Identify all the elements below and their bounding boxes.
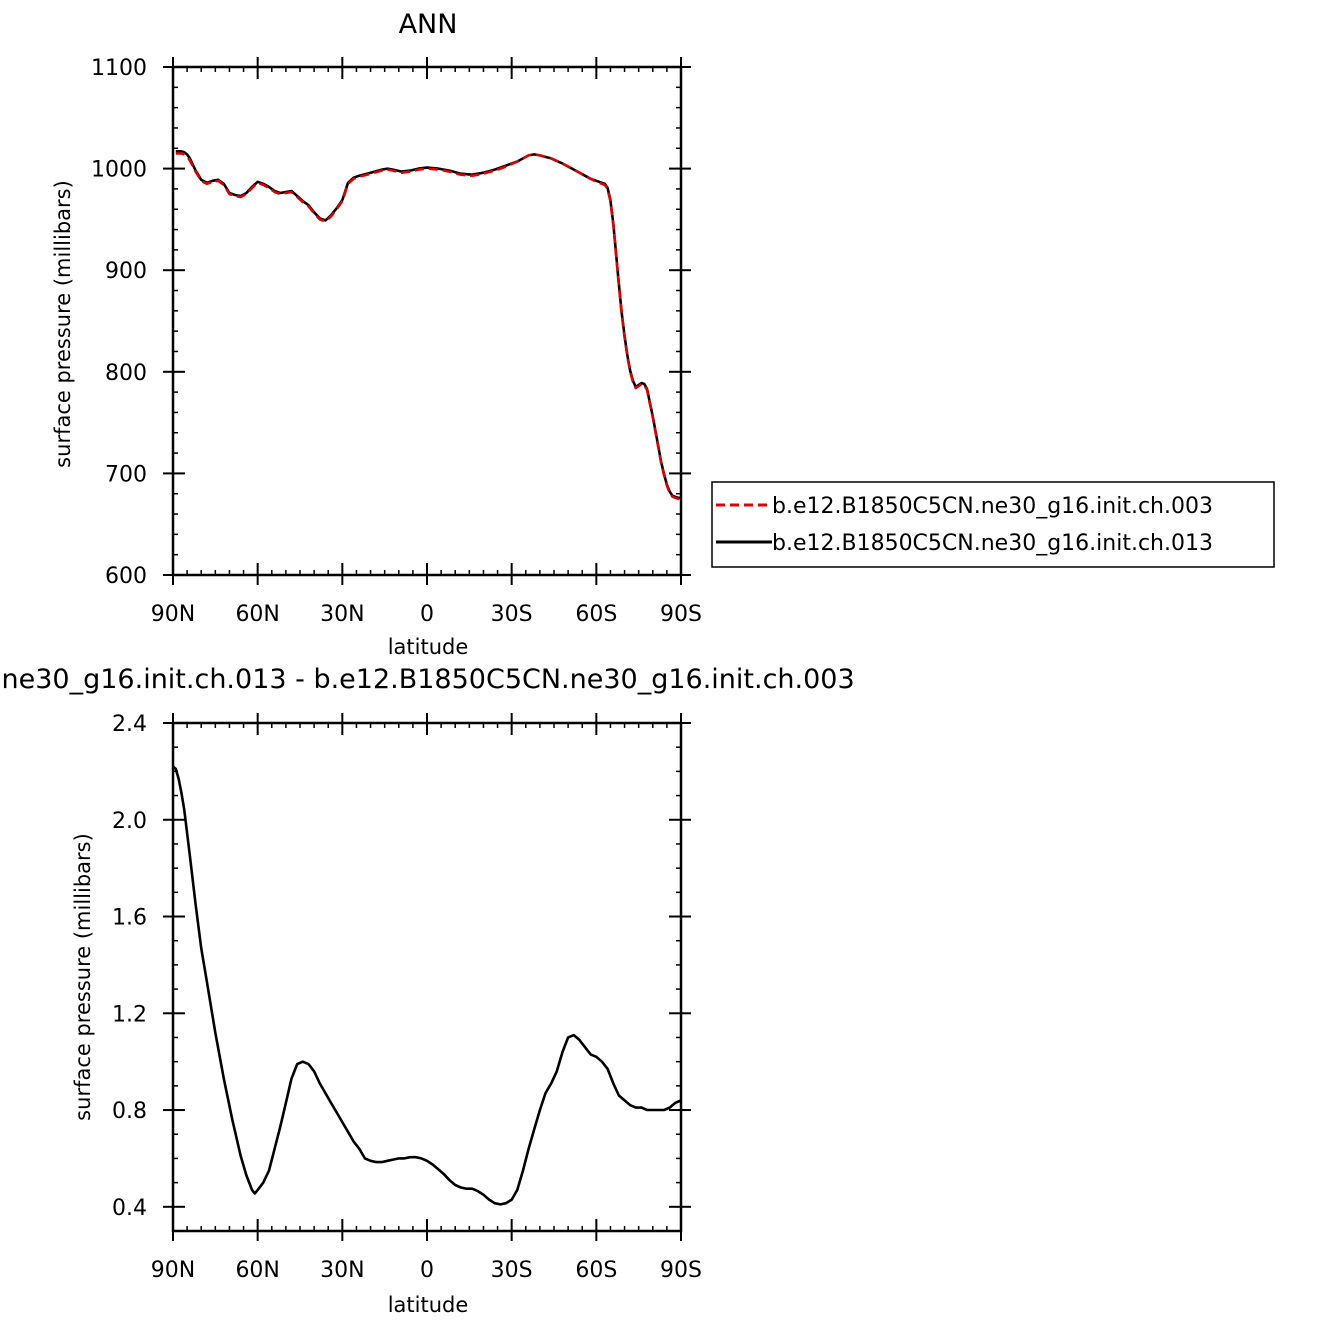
x-tick-label: 30N (320, 602, 364, 627)
series-line-0 (173, 765, 681, 1206)
x-tick-label: 0 (420, 1258, 434, 1283)
x-tick-label: 90N (151, 602, 195, 627)
series-line-1 (175, 150, 681, 500)
y-tick-label: 1000 (91, 158, 147, 183)
plot-frame (171, 65, 683, 577)
legend: b.e12.B1850C5CN.ne30_g16.init.ch.003 b.e… (711, 481, 1275, 568)
panel-1-y-axis-label: surface pressure (millibars) (51, 180, 75, 468)
panel-2-plot-area: 90N 60N 30N 0 30S 60S 90S 0.4 0.8 1.2 1.6 2.0 2.4 (112, 712, 702, 1283)
y-tick-label: 600 (105, 564, 147, 589)
y-tick-label: 1.6 (112, 906, 147, 931)
panel-2-title: b.e12.B1850C5CN.ne30_g16.init.ch.013 - b… (0, 664, 855, 695)
panel-difference: b.e12.B1850C5CN.ne30_g16.init.ch.013 - b… (0, 664, 855, 1317)
y-tick-label: 2.0 (112, 809, 147, 834)
panel-1-title: ANN (399, 9, 458, 40)
panel-annual-surface-pressure: ANN 90N 60N 30N 0 30S 60S 90S 600 700 800 900 1000 1… (51, 9, 1275, 659)
x-tick-label: 0 (420, 602, 434, 627)
panel-1-plot-area: 90N 60N 30N 0 30S 60S 90S 600 700 800 900 1000 1100 (91, 56, 702, 627)
panel-2-x-axis-label: latitude (388, 1293, 469, 1317)
x-tick-label: 60N (235, 602, 279, 627)
y-tick-label: 900 (105, 259, 147, 284)
x-tick-label: 60N (235, 1258, 279, 1283)
panel-2-y-axis-label: surface pressure (millibars) (71, 833, 95, 1121)
legend-entry-003: b.e12.B1850C5CN.ne30_g16.init.ch.003 (772, 494, 1213, 519)
y-tick-label: 0.4 (112, 1196, 147, 1221)
y-tick-label: 2.4 (112, 712, 147, 737)
plot-frame (171, 721, 683, 1233)
panel-1-x-axis-label: latitude (388, 635, 469, 659)
x-tick-label: 60S (575, 1258, 617, 1283)
y-tick-label: 1100 (91, 56, 147, 81)
legend-entry-013: b.e12.B1850C5CN.ne30_g16.init.ch.013 (772, 531, 1213, 556)
x-tick-label: 30S (491, 602, 533, 627)
y-tick-label: 700 (105, 462, 147, 487)
x-tick-label: 30S (491, 1258, 533, 1283)
y-tick-label: 1.2 (112, 1002, 147, 1027)
x-tick-label: 90S (660, 602, 702, 627)
legend-box (711, 481, 1275, 568)
x-tick-label: 30N (320, 1258, 364, 1283)
y-tick-label: 800 (105, 361, 147, 386)
series-line-0 (175, 152, 681, 501)
x-tick-label: 60S (575, 602, 617, 627)
y-tick-label: 0.8 (112, 1099, 147, 1124)
x-tick-label: 90S (660, 1258, 702, 1283)
x-tick-label: 90N (151, 1258, 195, 1283)
